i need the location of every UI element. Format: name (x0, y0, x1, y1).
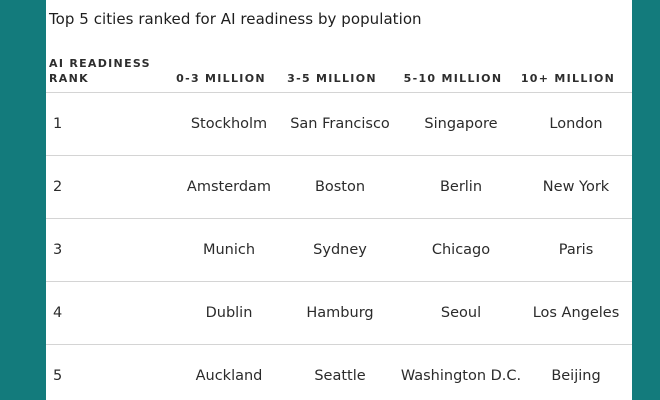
column-header-0-3-million: 0-3 MILLION (176, 72, 266, 85)
city-cell: Los Angeles (532, 305, 620, 321)
rank-cell: 3 (53, 242, 63, 258)
city-cell: Singapore (424, 116, 498, 132)
column-header-10-plus-million: 10+ MILLION (520, 72, 616, 85)
city-cell: Boston (314, 179, 366, 195)
rank-cell: 5 (53, 368, 63, 384)
rank-cell: 2 (53, 179, 63, 195)
rank-cell: 1 (53, 116, 63, 132)
table-row: 5 Auckland Seattle Washington D.C. Beiji… (46, 345, 632, 400)
column-header-rank: AI READINESS RANK (49, 57, 151, 85)
city-cell: Washington D.C. (400, 368, 522, 384)
city-cell: Beijing (551, 368, 601, 384)
city-cell: Dublin (205, 305, 253, 321)
column-header-3-5-million: 3-5 MILLION (287, 72, 377, 85)
city-cell: Stockholm (190, 116, 268, 132)
city-cell: New York (542, 179, 610, 195)
rank-cell: 4 (53, 305, 63, 321)
city-cell: Paris (558, 242, 594, 258)
table-row: 2 Amsterdam Boston Berlin New York (46, 156, 632, 219)
city-cell: San Francisco (290, 116, 390, 132)
table-header-row: AI READINESS RANK 0-3 MILLION 3-5 MILLIO… (46, 50, 632, 93)
column-header-5-10-million: 5-10 MILLION (403, 72, 503, 85)
city-cell: Berlin (439, 179, 483, 195)
city-cell: London (549, 116, 603, 132)
city-cell: Munich (202, 242, 256, 258)
city-cell: Hamburg (306, 305, 374, 321)
table-row: 3 Munich Sydney Chicago Paris (46, 219, 632, 282)
city-cell: Sydney (313, 242, 367, 258)
ranking-table: AI READINESS RANK 0-3 MILLION 3-5 MILLIO… (46, 50, 632, 400)
chart-title: Top 5 cities ranked for AI readiness by … (49, 10, 422, 28)
table-row: 4 Dublin Hamburg Seoul Los Angeles (46, 282, 632, 345)
city-cell: Auckland (195, 368, 263, 384)
table-card: Top 5 cities ranked for AI readiness by … (46, 0, 632, 400)
table-row: 1 Stockholm San Francisco Singapore Lond… (46, 93, 632, 156)
city-cell: Seoul (440, 305, 482, 321)
city-cell: Chicago (431, 242, 491, 258)
city-cell: Amsterdam (186, 179, 272, 195)
city-cell: Seattle (314, 368, 366, 384)
